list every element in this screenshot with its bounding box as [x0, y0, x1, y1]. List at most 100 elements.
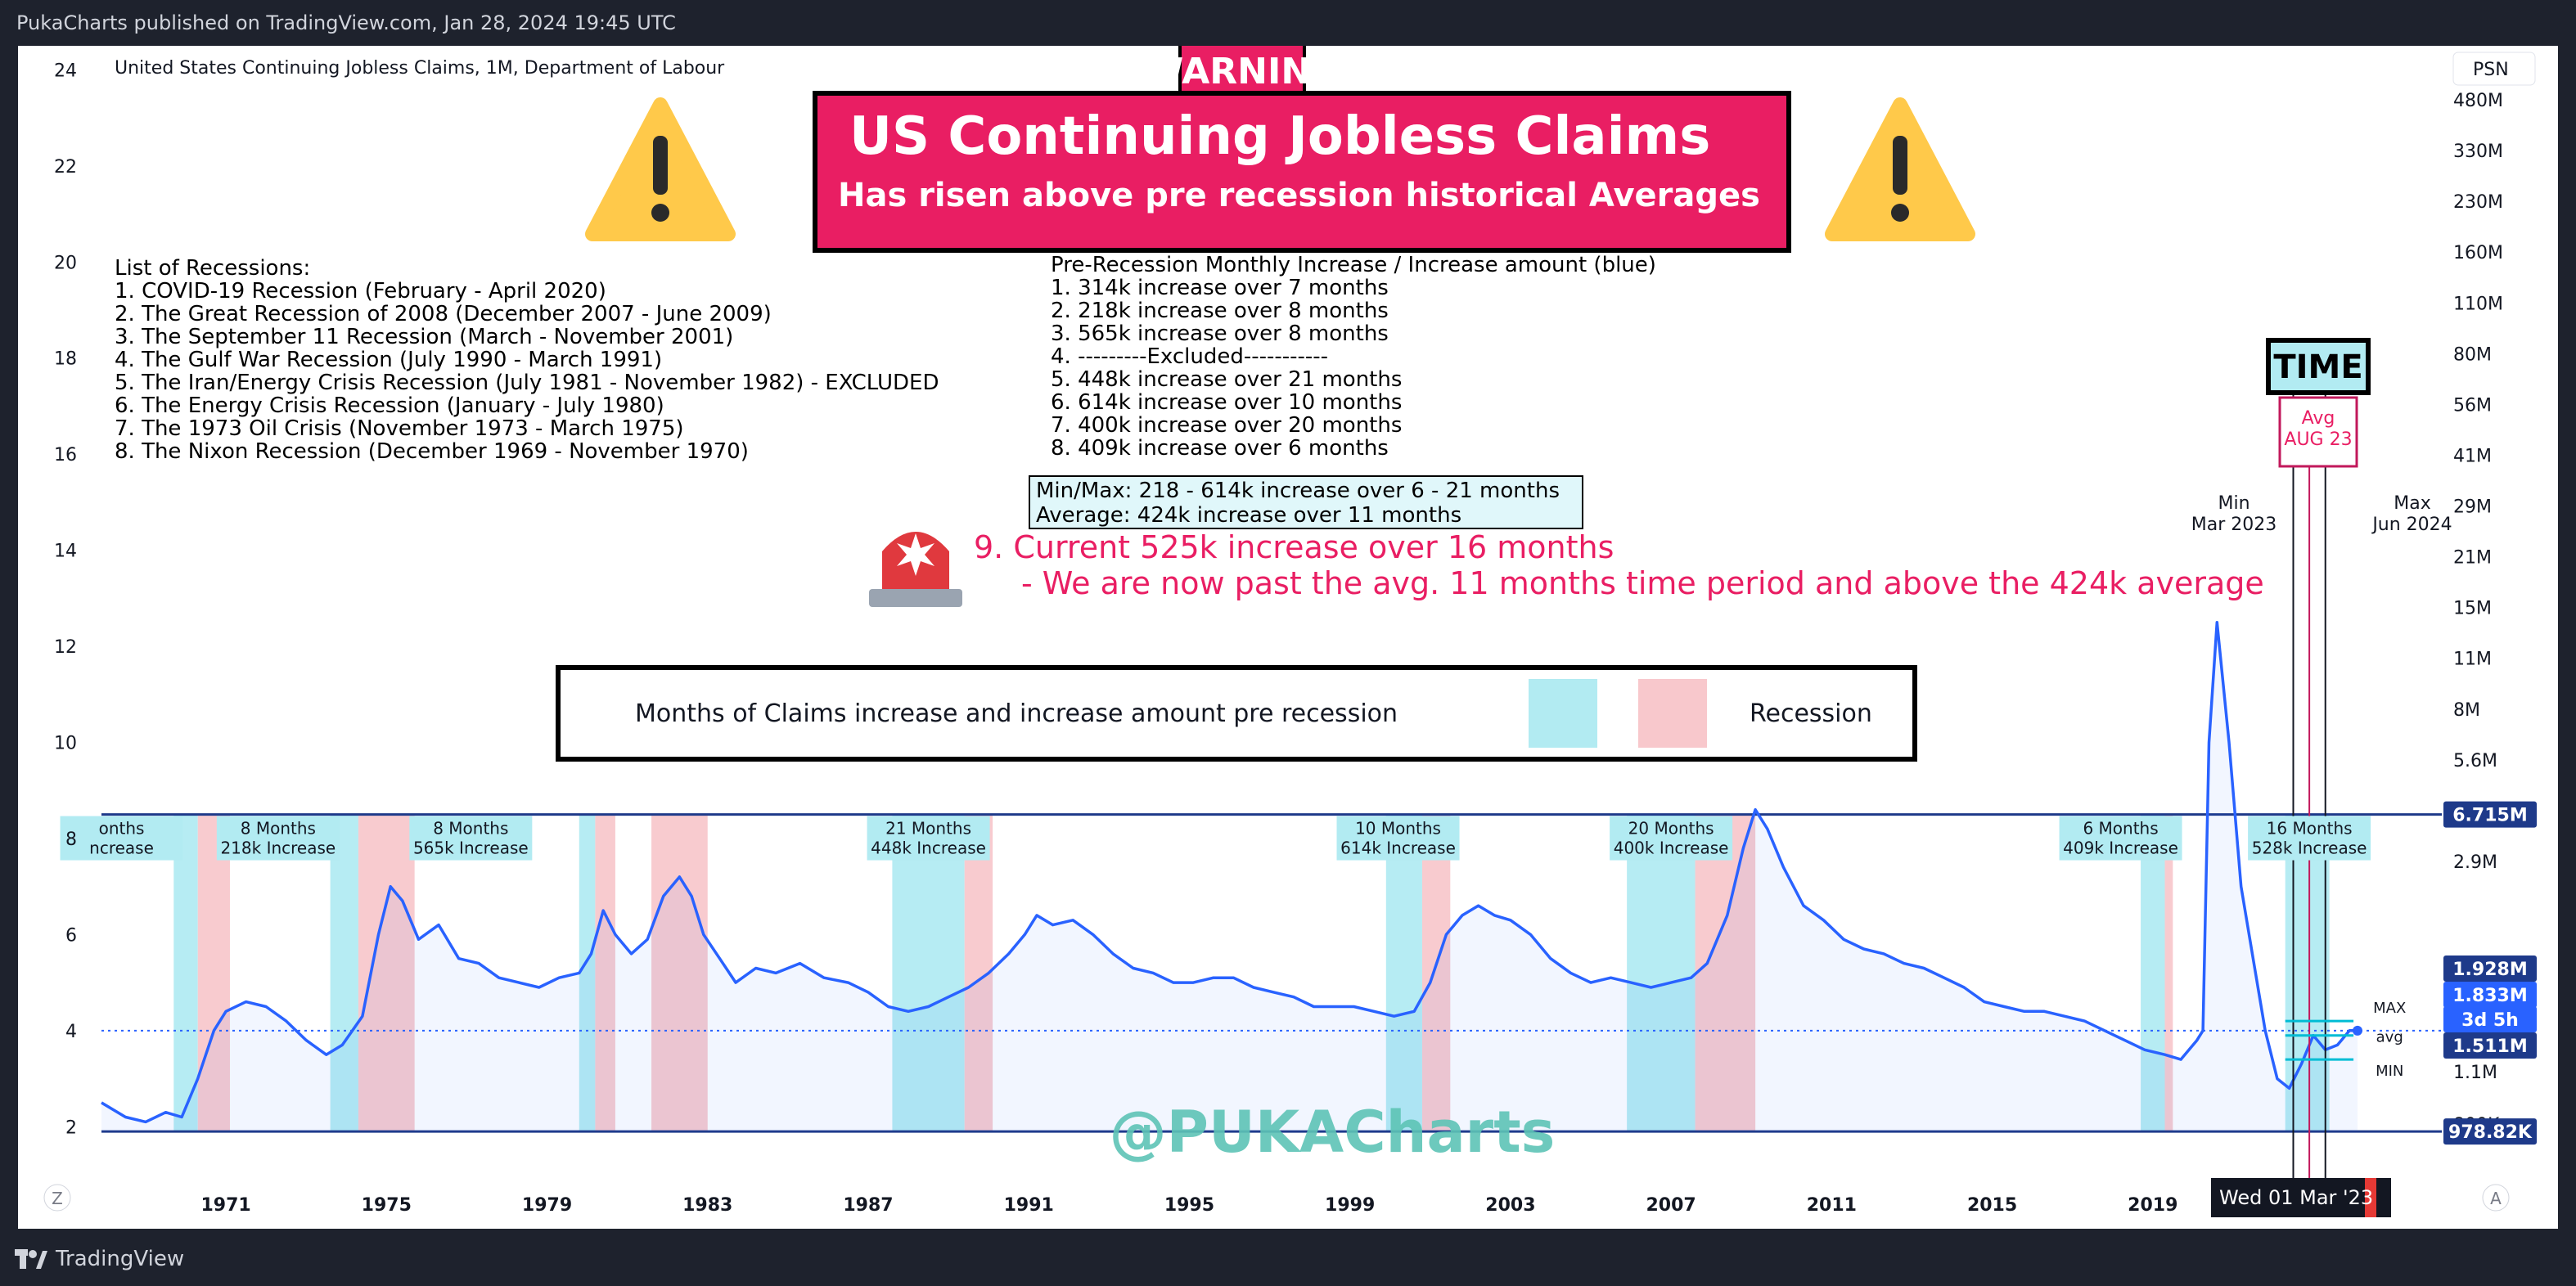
x-axis-tick: 1975 — [362, 1195, 412, 1216]
right-axis-tick: 2.9M — [2453, 852, 2497, 873]
duration-label-line2: 528k Increase — [2252, 839, 2367, 858]
duration-label-line2: 614k Increase — [1340, 839, 1456, 858]
watermark: @PUKACharts — [1110, 1099, 1556, 1166]
footer-bar: TradingView — [0, 1230, 2576, 1286]
right-axis-tick: 41M — [2453, 446, 2492, 466]
right-axis-tick: 480M — [2453, 91, 2503, 111]
right-axis-tick: 1.1M — [2453, 1063, 2497, 1083]
duration-label-line1: 10 Months — [1355, 819, 1441, 839]
x-axis-tick: 2003 — [1485, 1195, 1535, 1216]
duration-label-line2: 448k Increase — [871, 839, 986, 858]
recession-region — [595, 814, 615, 1132]
price-series — [101, 620, 2362, 1132]
crosshair-marker — [2365, 1178, 2376, 1217]
legend-pre-recession-swatch — [1529, 679, 1597, 748]
price-tag-label: 978.82K — [2448, 1122, 2533, 1143]
duration-label-line2: 218k Increase — [220, 839, 336, 858]
recession-list-line: List of Recessions: — [115, 256, 310, 281]
recession-list-line: 7. The 1973 Oil Crisis (November 1973 - … — [115, 416, 684, 441]
increase-list-line: 6. 614k increase over 10 months — [1051, 390, 1402, 415]
pre-recession-region — [892, 814, 965, 1132]
min-marker-line1: Min — [2218, 493, 2249, 514]
warning-label: WARNING — [1144, 51, 1341, 92]
price-tag-label: 1.511M — [2452, 1036, 2527, 1057]
left-axis-tick: 6 — [65, 925, 77, 946]
chart-frame[interactable]: MAX avg MIN onths ncrease 8 Months 218k Incre… — [18, 43, 2558, 1229]
recession-list-line: 5. The Iran/Energy Crisis Recession (Jul… — [115, 371, 939, 395]
series-area — [101, 622, 2358, 1132]
tradingview-logo[interactable]: TradingView — [15, 1245, 184, 1273]
recession-list: List of Recessions:1. COVID-19 Recession… — [115, 256, 939, 464]
shaded-regions — [173, 814, 2330, 1132]
avg-label: avg — [2376, 1029, 2403, 1046]
currency-badge-box[interactable] — [2452, 52, 2536, 86]
publish-line: PukaCharts published on TradingView.com,… — [16, 11, 676, 34]
duration-label-box — [1610, 816, 1733, 861]
headline: US Continuing Jobless Claims — [849, 106, 1710, 167]
pre-recession-region — [1627, 814, 1696, 1132]
crosshair-date-box — [2211, 1178, 2391, 1217]
x-axis: 1971 1975 1979 1983 1987 1991 1995 1999 2003 2007… — [200, 1195, 2378, 1216]
increase-list-line: 1. 314k increase over 7 months — [1051, 276, 1389, 300]
increase-list-line: 7. 400k increase over 20 months — [1051, 413, 1402, 438]
right-axis-tick: 11M — [2453, 650, 2492, 670]
x-axis-tick: 1995 — [1164, 1195, 1214, 1216]
left-axis-tick: 22 — [54, 157, 77, 178]
max-label: MAX — [2373, 1000, 2406, 1017]
price-tag-box — [2443, 1006, 2537, 1032]
warning-triangle-icon — [1825, 97, 1975, 241]
max-marker-line1: Max — [2394, 493, 2430, 514]
siren-icon — [869, 532, 962, 607]
range-lines: MAX avg MIN — [2285, 1000, 2406, 1080]
left-axis-tick: 14 — [54, 542, 77, 562]
duration-label-line1: 8 Months — [433, 819, 508, 839]
min-label: MIN — [2376, 1063, 2403, 1080]
x-axis-tick: 1979 — [522, 1195, 572, 1216]
time-label: TIME — [2273, 348, 2362, 386]
x-axis-tick: 1999 — [1325, 1195, 1375, 1216]
left-axis-tick: 10 — [54, 733, 77, 753]
price-tag-box — [2443, 956, 2537, 982]
left-axis-tick: 4 — [65, 1022, 77, 1042]
last-point — [2352, 1025, 2362, 1036]
left-axis-tick: 18 — [54, 349, 77, 370]
minmax-line1: Min/Max: 218 - 614k increase over 6 - 21… — [1036, 479, 1560, 503]
left-axis-tick: 12 — [54, 637, 77, 658]
right-axis-tick: 160M — [2453, 243, 2503, 263]
x-axis-tick: 2015 — [1967, 1195, 2017, 1216]
recession-list-line: 3. The September 11 Recession (March - N… — [115, 325, 733, 349]
current-line1: 9. Current 525k increase over 16 months — [974, 529, 1614, 565]
currency-badge: PSN — [2473, 60, 2509, 80]
legend-recession-label: Recession — [1750, 699, 1872, 728]
chart-title: United States Continuing Jobless Claims,… — [115, 58, 725, 79]
recession-list-line: 6. The Energy Crisis Recession (January … — [115, 393, 664, 418]
horizontal-lines — [101, 813, 2442, 1133]
price-tag-box — [2443, 1118, 2537, 1145]
duration-label-line2: 400k Increase — [1614, 839, 1729, 858]
footer-brand: TradingView — [56, 1247, 185, 1271]
recession-list-line: 8. The Nixon Recession (December 1969 - … — [115, 439, 749, 464]
left-axis-tick: 24 — [54, 61, 77, 81]
pre-recession-region — [1385, 814, 1422, 1132]
recession-list-line: 2. The Great Recession of 2008 (December… — [115, 302, 772, 326]
duration-label-box — [216, 816, 340, 861]
duration-label-box — [409, 816, 533, 861]
pre-recession-region — [2141, 814, 2165, 1132]
right-axis-tick: 8M — [2453, 700, 2480, 721]
increase-list-line: 5. 448k increase over 21 months — [1051, 367, 1402, 392]
price-tag-label: 1.928M — [2452, 960, 2527, 980]
pre-recession-region — [173, 814, 198, 1132]
duration-label-line1: 8 Months — [241, 819, 316, 839]
a-button[interactable] — [2482, 1184, 2510, 1212]
z-button[interactable] — [43, 1184, 71, 1212]
x-axis-tick: 1991 — [1004, 1195, 1054, 1216]
duration-label-box — [2248, 816, 2371, 861]
right-axis-tick: 21M — [2453, 548, 2492, 569]
recession-region — [358, 814, 415, 1132]
right-axis-tick: 230M — [2453, 192, 2503, 213]
left-axis-tick: 2 — [65, 1117, 77, 1138]
recession-list-line: 4. The Gulf War Recession (July 1990 - M… — [115, 348, 662, 372]
x-axis-tick: 1971 — [200, 1195, 250, 1216]
